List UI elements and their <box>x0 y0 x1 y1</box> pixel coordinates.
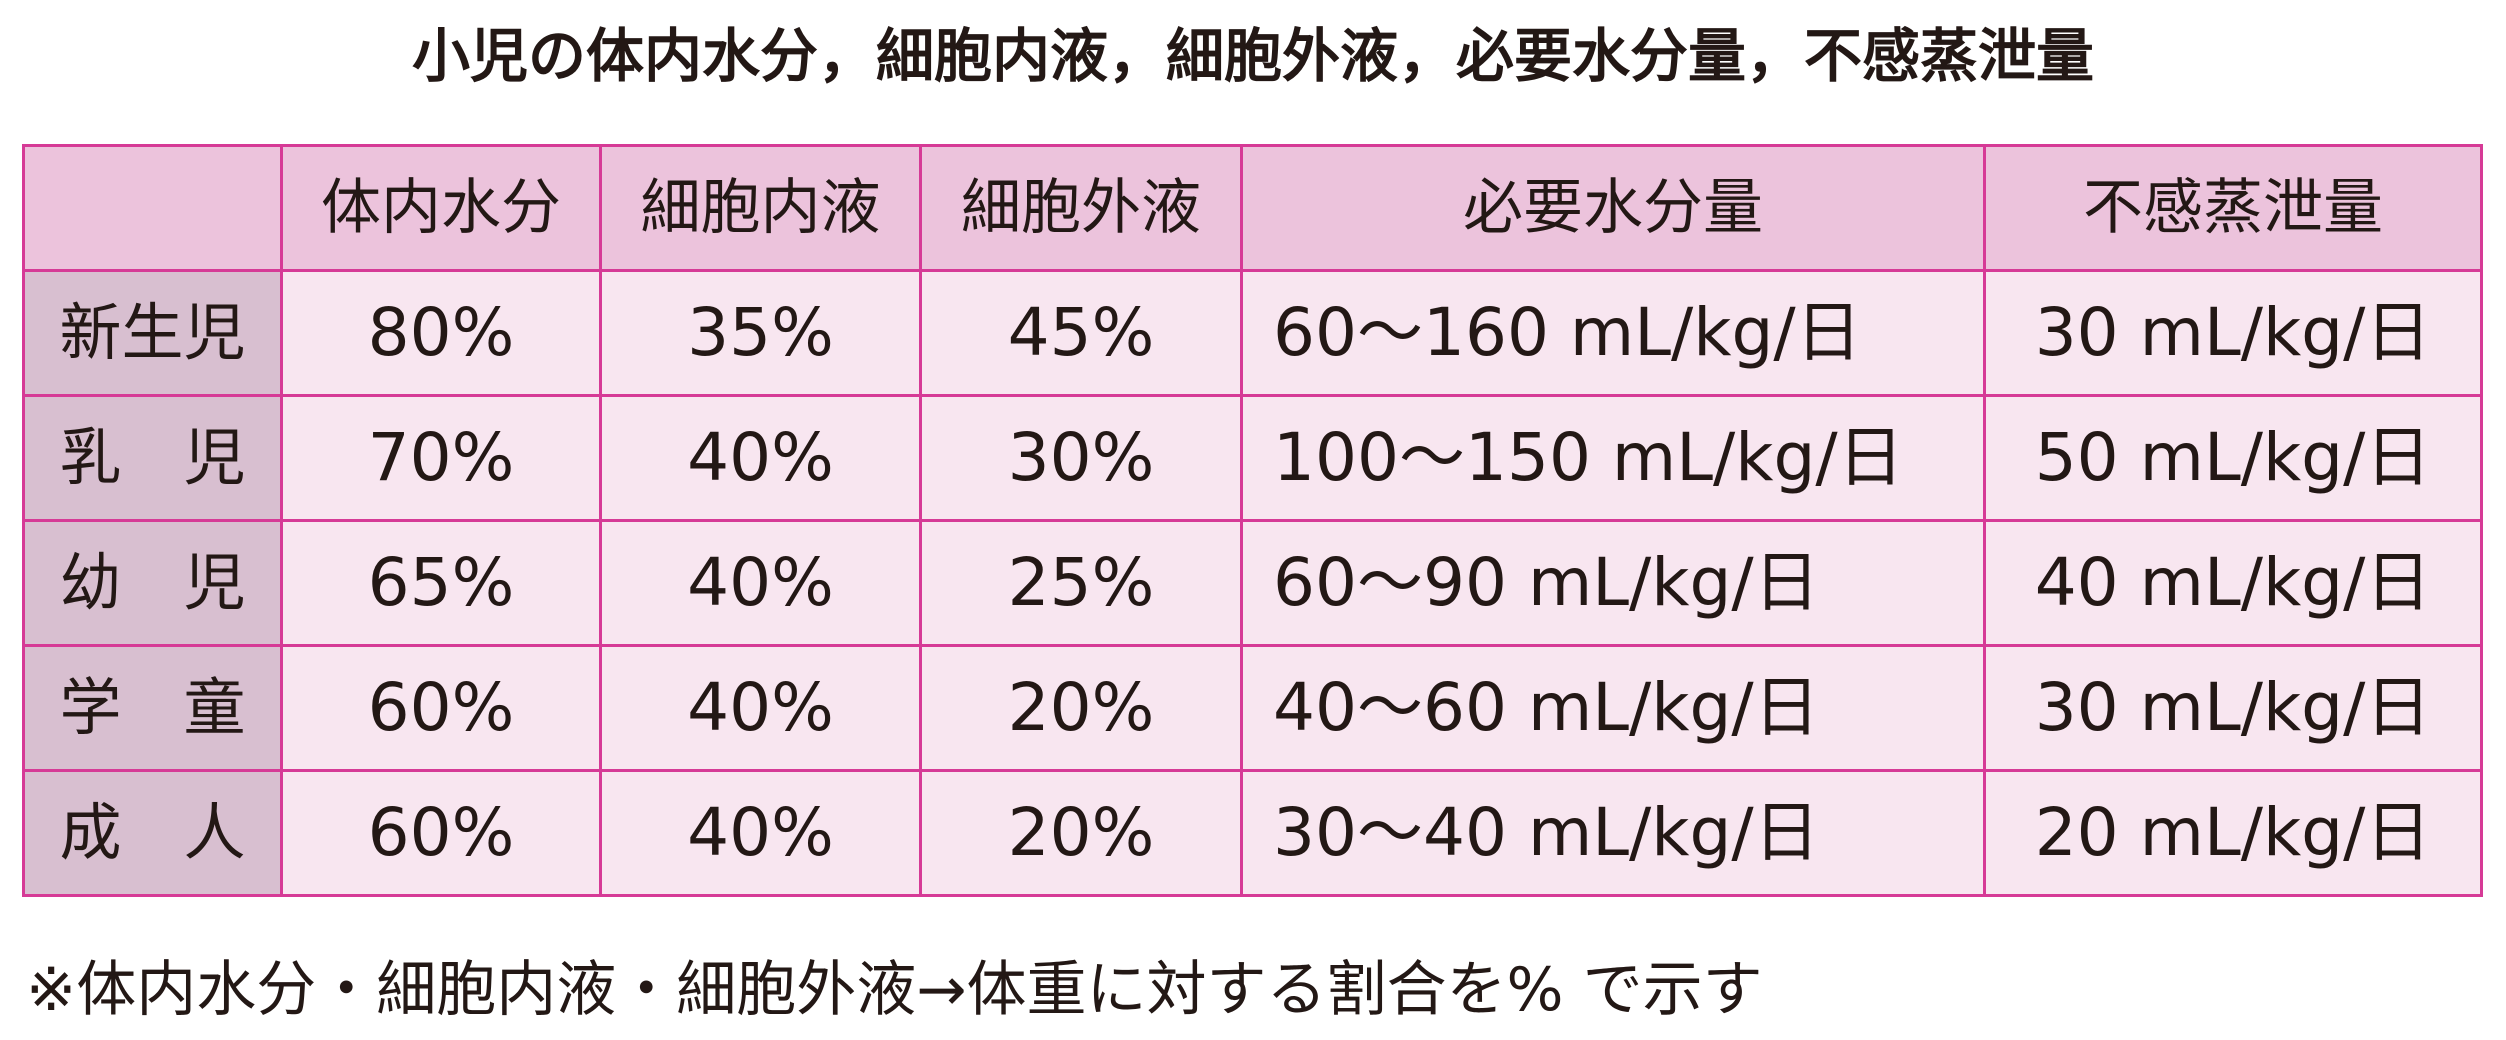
table-cell: 30% <box>919 394 1243 522</box>
table-body: 体内水分 細胞内液 細胞外液 必要水分量 不感蒸泄量 新生児 80% 35% 45% 60～160… <box>22 144 2483 897</box>
column-header: 細胞外液 <box>919 144 1243 272</box>
row-label: 新生児 <box>22 269 283 397</box>
table-cell: 30～40 mL/kg/日 <box>1240 769 1986 897</box>
table-cell: 35% <box>599 269 922 397</box>
table-row: 新生児 80% 35% 45% 60～160 mL/kg/日 30 mL/kg/日 <box>22 269 2483 397</box>
corner-cell <box>22 144 283 272</box>
row-label: 成 人 <box>22 769 283 897</box>
water-table: 体内水分 細胞内液 細胞外液 必要水分量 不感蒸泄量 新生児 80% 35% 45% 60～160… <box>22 144 2483 897</box>
header-row: 体内水分 細胞内液 細胞外液 必要水分量 不感蒸泄量 <box>22 144 2483 272</box>
row-label: 幼 児 <box>22 519 283 647</box>
footnote: ※体内水分・細胞内液・細胞外液→体重に対する割合を% で示す <box>26 955 1763 1025</box>
table-cell: 60～90 mL/kg/日 <box>1240 519 1986 647</box>
table-cell: 60% <box>280 769 602 897</box>
table-row: 成 人 60% 40% 20% 30～40 mL/kg/日 20 mL/kg/日 <box>22 769 2483 897</box>
table-cell: 40% <box>599 394 922 522</box>
table-cell: 80% <box>280 269 602 397</box>
table-cell: 50 mL/kg/日 <box>1983 394 2483 522</box>
table-cell: 65% <box>280 519 602 647</box>
column-header: 体内水分 <box>280 144 602 272</box>
table-cell: 40% <box>599 519 922 647</box>
table-cell: 20% <box>919 644 1243 772</box>
column-header: 不感蒸泄量 <box>1983 144 2483 272</box>
table-cell: 60～160 mL/kg/日 <box>1240 269 1986 397</box>
table-cell: 30 mL/kg/日 <box>1983 269 2483 397</box>
row-label: 乳 児 <box>22 394 283 522</box>
table-cell: 100～150 mL/kg/日 <box>1240 394 1986 522</box>
table-cell: 40% <box>599 769 922 897</box>
table-cell: 40～60 mL/kg/日 <box>1240 644 1986 772</box>
table-row: 学 童 60% 40% 20% 40～60 mL/kg/日 30 mL/kg/日 <box>22 644 2483 772</box>
table-cell: 60% <box>280 644 602 772</box>
table-cell: 30 mL/kg/日 <box>1983 644 2483 772</box>
column-header: 細胞内液 <box>599 144 922 272</box>
table-cell: 20 mL/kg/日 <box>1983 769 2483 897</box>
table-cell: 45% <box>919 269 1243 397</box>
title: 小児の体内水分，細胞内液，細胞外液，必要水分量，不感蒸泄量 <box>411 22 2094 90</box>
table-row: 乳 児 70% 40% 30% 100～150 mL/kg/日 50 mL/kg/日 <box>22 394 2483 522</box>
table-cell: 40% <box>599 644 922 772</box>
column-header: 必要水分量 <box>1240 144 1986 272</box>
table-cell: 70% <box>280 394 602 522</box>
table-row: 幼 児 65% 40% 25% 60～90 mL/kg/日 40 mL/kg/日 <box>22 519 2483 647</box>
table-cell: 25% <box>919 519 1243 647</box>
table-cell: 20% <box>919 769 1243 897</box>
row-label: 学 童 <box>22 644 283 772</box>
table-cell: 40 mL/kg/日 <box>1983 519 2483 647</box>
